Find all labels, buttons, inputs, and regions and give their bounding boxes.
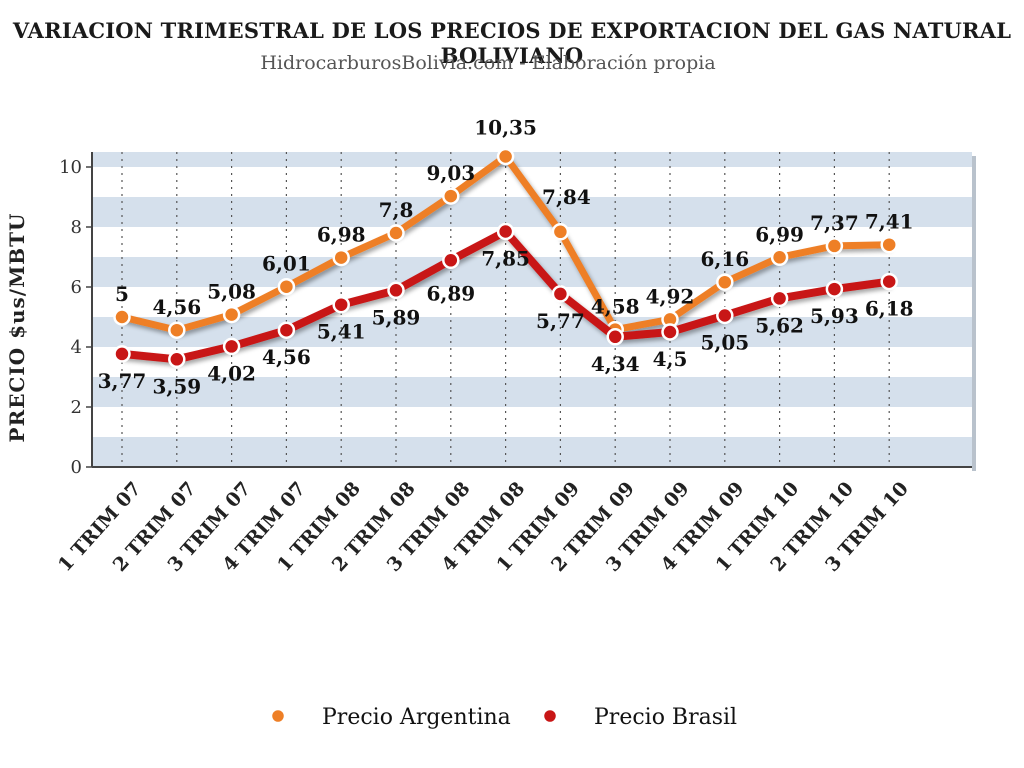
data-point [880,235,898,254]
data-label: 6,16 [700,247,749,271]
data-label: 4,92 [646,284,695,308]
chart-subtitle: HidrocarburosBolivia.com - Elaboración p… [260,52,716,74]
chart-title: VARIACION TRIMESTRAL DE LOS PRECIOS DE E… [12,18,1012,68]
data-point [825,280,844,298]
data-point [770,248,789,267]
y-tick-label: 0 [71,457,82,478]
data-point [277,321,296,339]
data-label: 5,89 [372,305,421,329]
legend-item-argentina: Precio Argentina [244,705,511,730]
data-label: 6,18 [865,297,914,321]
legend-marker [269,707,287,725]
data-label: 5,62 [755,313,804,337]
data-label: 6,99 [755,222,804,246]
data-label: 6,98 [317,223,366,247]
data-point [387,281,405,300]
legend: Precio Argentina Precio Brasil [244,705,737,730]
data-label: 3,77 [98,369,147,393]
data-point [825,237,844,255]
data-point [277,277,296,296]
data-point [716,273,734,291]
data-label: 10,35 [474,116,537,140]
data-point [168,350,186,369]
grid-band [92,437,972,467]
data-point [606,328,624,346]
y-axis-label: PRECIO $us/MBTU [5,213,29,443]
plot-background [92,152,976,471]
y-tick-label: 4 [71,337,82,358]
data-label: 4,56 [152,295,201,319]
data-point [442,187,460,205]
data-label: 5,77 [536,309,585,333]
grid-band [92,377,972,407]
y-tick-label: 10 [59,157,82,178]
data-point [332,295,350,314]
data-point [222,305,241,324]
data-label: 7,85 [481,247,530,271]
data-label: 7,84 [542,185,591,209]
data-point [551,223,570,241]
data-label: 5,05 [700,331,749,355]
data-point [113,345,131,363]
series-argentina [113,147,898,339]
data-label: 7,8 [379,198,414,222]
legend-label: Precio Brasil [594,705,737,730]
data-point [716,306,734,325]
y-tick-label: 6 [71,277,82,298]
data-point [551,285,570,303]
y-tick-label: 2 [71,397,82,418]
data-point [880,272,898,291]
grid-band [92,197,972,227]
data-point [496,222,515,241]
data-label: 5,41 [317,320,366,344]
data-label: 7,41 [865,210,914,234]
y-tick-label: 8 [71,217,82,238]
data-label: 4,02 [207,361,256,385]
plot-shadow [972,156,976,471]
data-label: 6,01 [262,252,311,276]
data-point [168,321,186,339]
data-label: 3,59 [152,374,201,398]
data-point [661,323,679,341]
data-point [222,337,241,356]
data-label: 4,34 [591,352,640,376]
data-point [496,147,515,166]
data-point [442,251,460,270]
data-label: 4,56 [262,345,311,369]
legend-item-brasil: Precio Brasil [515,705,737,730]
data-point [770,289,789,308]
data-label: 6,89 [426,281,475,305]
data-point [113,308,131,326]
data-label: 5,08 [207,280,256,304]
data-label: 4,58 [591,295,640,319]
data-label: 9,03 [426,161,475,185]
series-brasil [113,222,898,369]
data-label: 4,5 [653,347,688,371]
grid-band [92,152,972,167]
data-point [332,248,350,267]
data-label: 7,37 [810,211,859,235]
legend-marker [541,707,559,725]
data-label: 5,93 [810,304,859,328]
data-label: 5 [115,282,129,306]
legend-label: Precio Argentina [322,705,511,730]
data-point [387,224,405,242]
